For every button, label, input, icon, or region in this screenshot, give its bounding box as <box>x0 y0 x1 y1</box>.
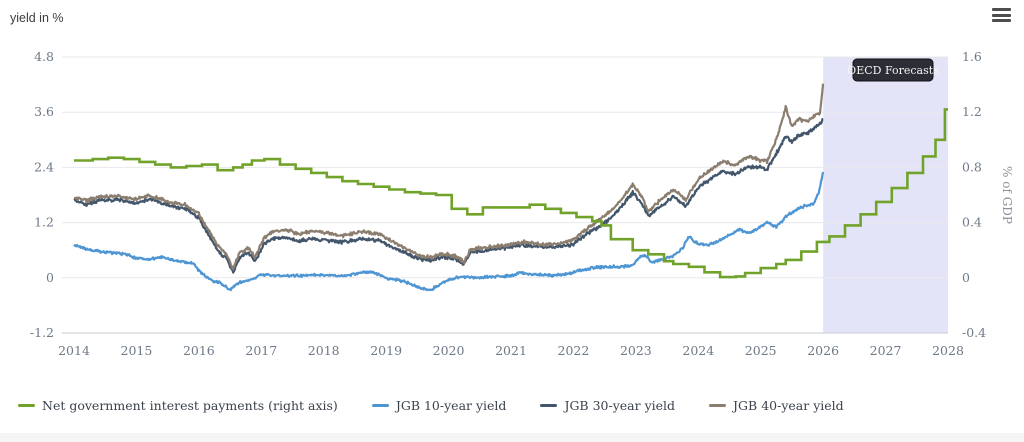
right-axis-tick-label: -0.4 <box>962 325 986 340</box>
right-axis-tick-label: 1.6 <box>962 49 982 64</box>
x-axis-tick-label: 2028 <box>932 343 964 358</box>
left-axis-tick-label: 4.8 <box>34 49 54 64</box>
footer-strip <box>0 433 1024 442</box>
x-axis-tick-label: 2018 <box>308 343 340 358</box>
menu-bar <box>992 19 1011 23</box>
x-axis-tick-label: 2016 <box>183 343 215 358</box>
series-line-net-government-interest-payments-right-axis <box>74 108 948 279</box>
forecast-label-box <box>852 58 934 82</box>
left-axis-tick-label: 3.6 <box>34 104 54 119</box>
x-axis-tick-label: 2023 <box>620 343 652 358</box>
legend: Net government interest payments (right … <box>18 398 844 413</box>
x-axis-tick-label: 2021 <box>495 343 527 358</box>
left-axis-tick-label: -1.2 <box>30 325 54 340</box>
series-line-jgb-10-year-yield <box>73 171 825 292</box>
legend-swatch <box>540 403 558 408</box>
x-axis-tick-label: 2014 <box>58 343 90 358</box>
legend-label: Net government interest payments (right … <box>42 398 338 413</box>
x-axis-tick-label: 2024 <box>682 343 714 358</box>
series-line-jgb-40-year-yield <box>73 83 825 271</box>
forecast-band <box>823 57 948 333</box>
x-axis-tick-label: 2019 <box>370 343 402 358</box>
legend-item-net-government-interest-payments-right-axis: Net government interest payments (right … <box>18 398 338 413</box>
menu-bar <box>992 8 1011 12</box>
legend-label: JGB 40-year yield <box>733 398 844 413</box>
legend-swatch <box>18 403 35 408</box>
x-axis-tick-label: 2025 <box>745 343 777 358</box>
right-axis-title: % of GDP <box>1000 166 1014 224</box>
left-axis-tick-label: 1.2 <box>34 215 54 230</box>
x-axis-tick-label: 2020 <box>433 343 465 358</box>
menu-bar <box>992 13 1011 17</box>
right-axis-tick-label: 1.2 <box>962 104 982 119</box>
chart-plot: 4.8 1.6 3.6 1.2 2.4 0.8 1.2 0.4 0 0 -1.2 -0.4 % of G… <box>30 49 1014 358</box>
legend-swatch <box>709 403 727 408</box>
right-axis-tick-label: 0.8 <box>962 159 982 174</box>
legend-item-jgb-10-year-yield: JGB 10-year yield <box>371 398 507 413</box>
forecast-label: OECD Forecasts <box>847 64 939 77</box>
legend-label: JGB 30-year yield <box>564 398 676 413</box>
right-axis-tick-label: 0.4 <box>962 215 982 230</box>
x-axis-tick-label: 2027 <box>870 343 902 358</box>
legend-item-jgb-30-year-yield: JGB 30-year yield <box>540 398 675 413</box>
right-axis-tick-label: 0 <box>962 270 970 285</box>
x-axis-tick-label: 2026 <box>807 343 839 358</box>
left-axis-tick-label: 2.4 <box>34 159 54 174</box>
legend-swatch <box>371 403 389 408</box>
left-axis-tick-label: 0 <box>46 270 54 285</box>
x-axis-tick-label: 2022 <box>558 343 590 358</box>
legend-item-jgb-40-year-yield: JGB 40-year yield <box>709 398 844 413</box>
x-axis-tick-label: 2015 <box>121 343 153 358</box>
x-axis-tick-label: 2017 <box>245 343 277 358</box>
legend-label: JGB 10-year yield <box>395 398 507 413</box>
left-axis-title: yield in % <box>10 11 64 25</box>
hamburger-menu-icon[interactable] <box>992 8 1011 24</box>
